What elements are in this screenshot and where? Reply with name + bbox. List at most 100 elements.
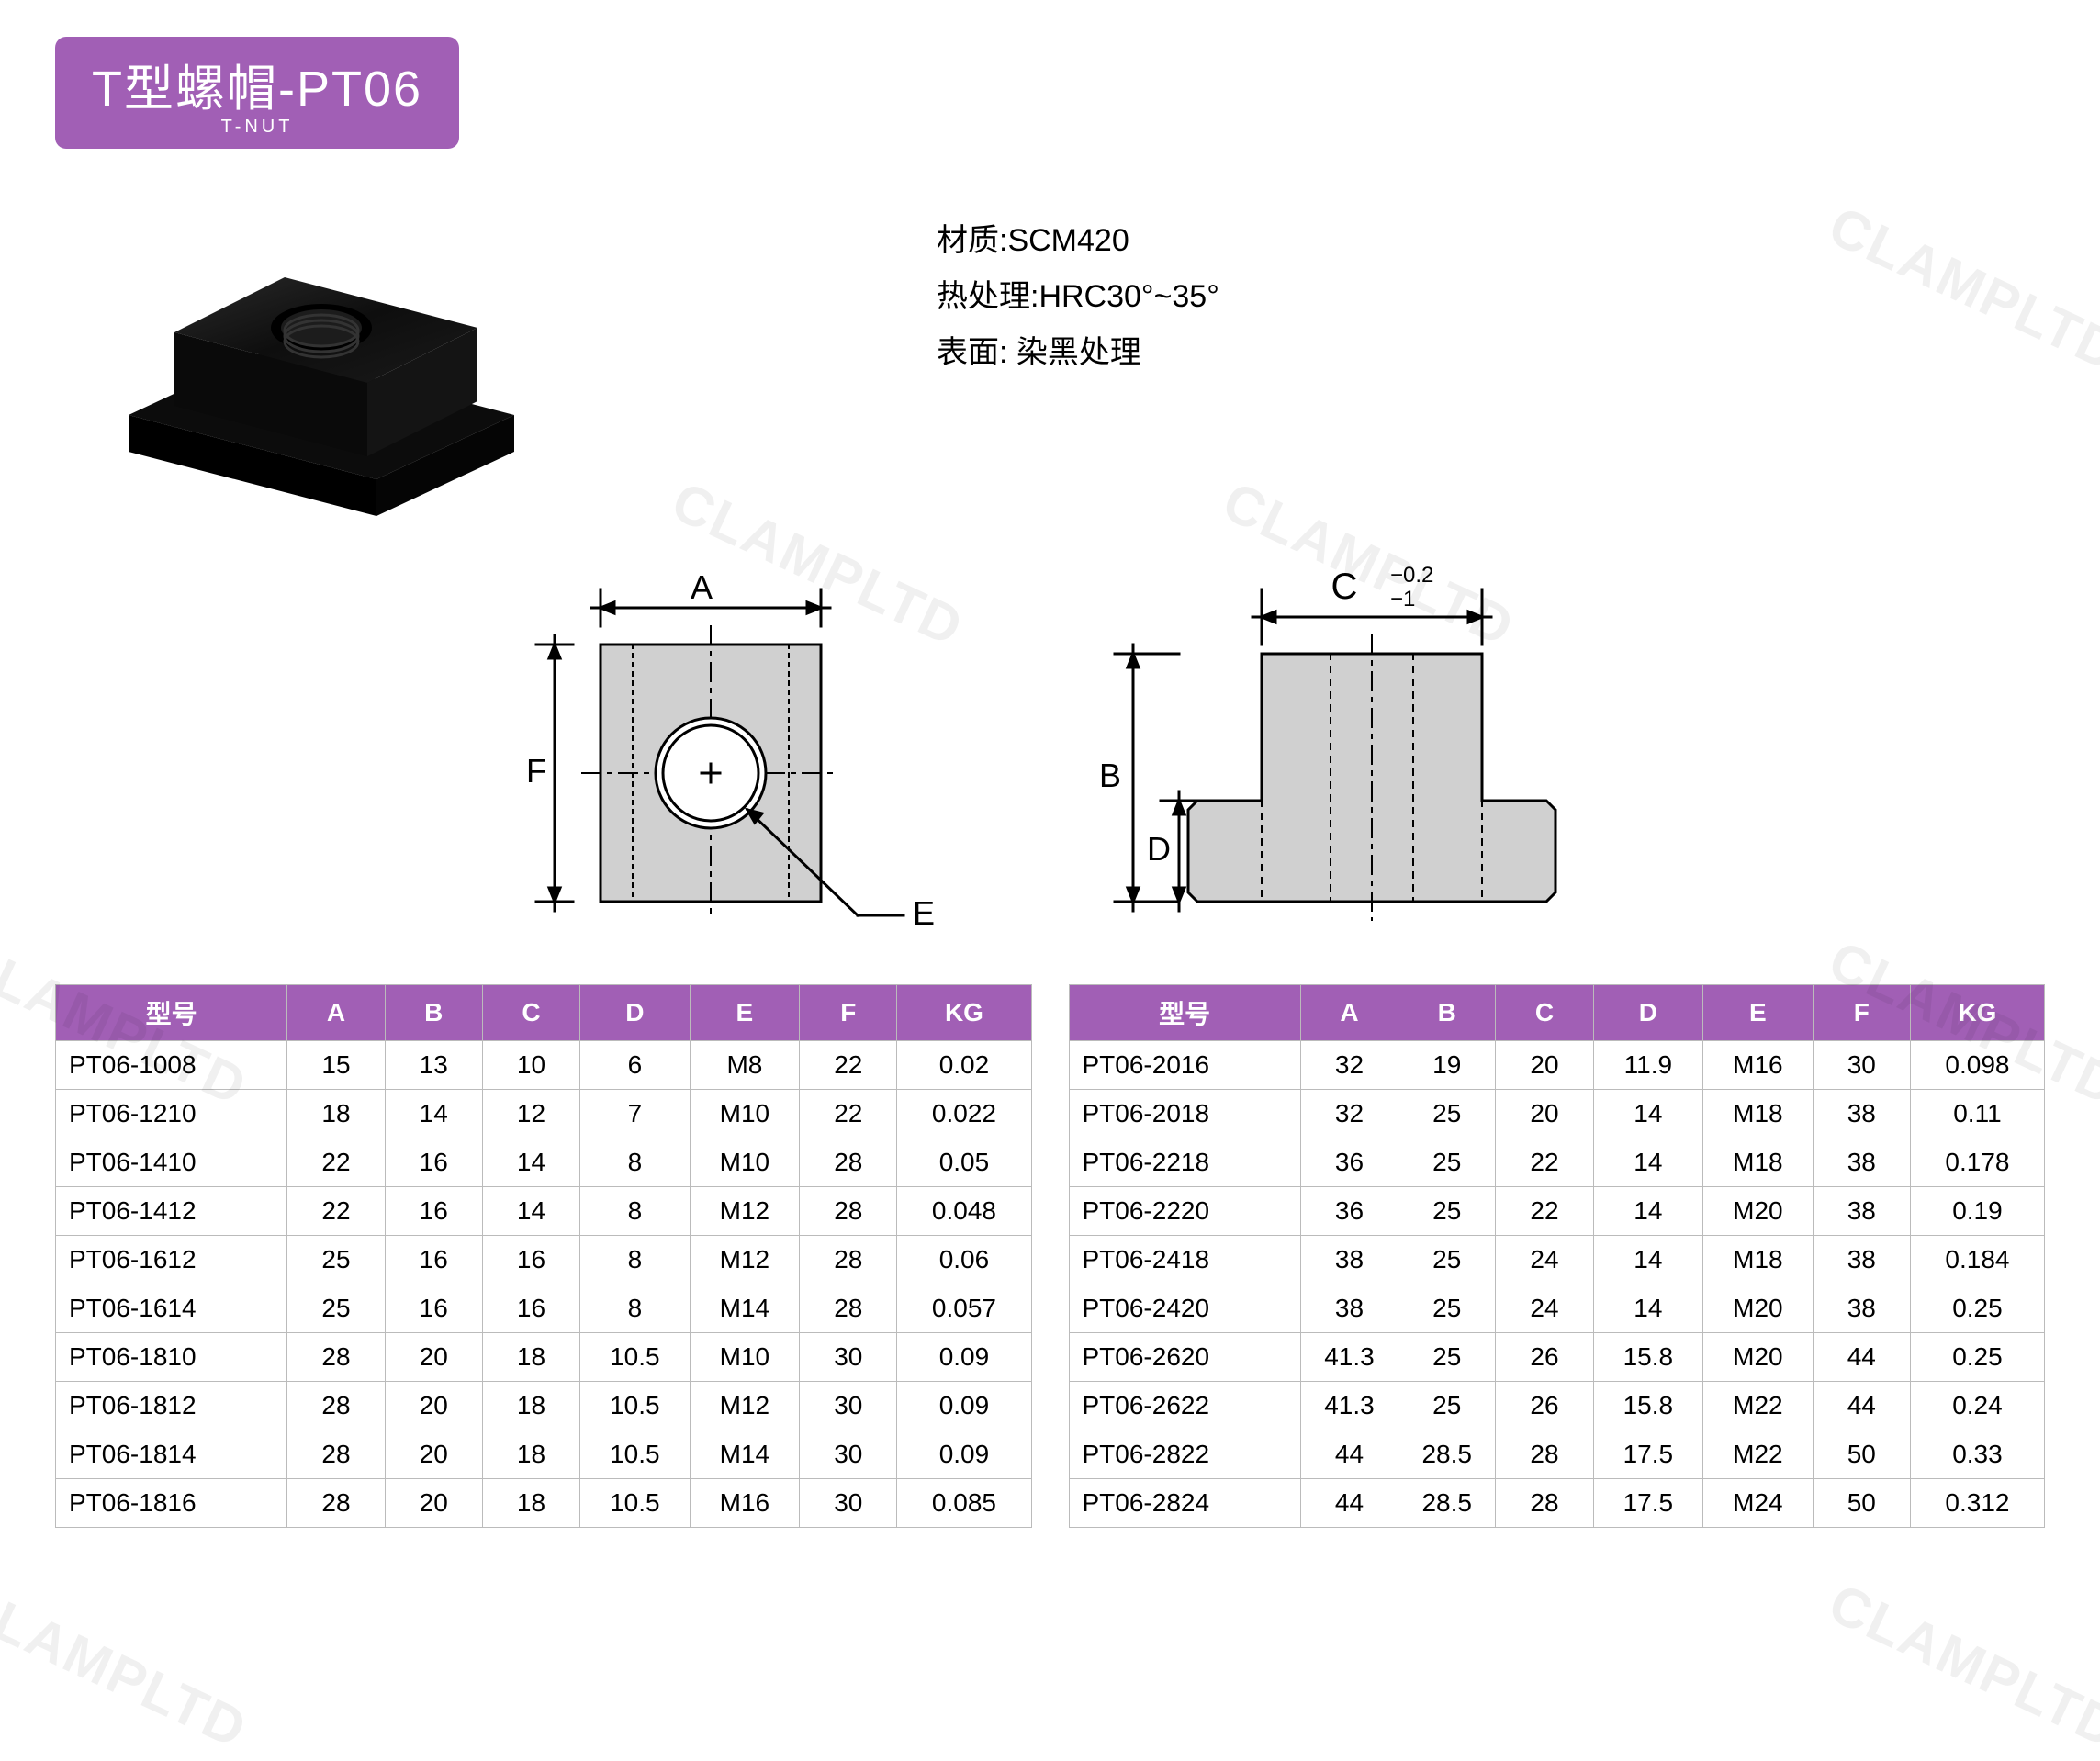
cell-value: M18 <box>1703 1138 1814 1187</box>
cell-value: 25 <box>1398 1138 1496 1187</box>
cell-value: M8 <box>690 1041 800 1090</box>
cell-value: 25 <box>1398 1187 1496 1236</box>
cell-model: PT06-2218 <box>1069 1138 1300 1187</box>
spec-text-block: 材质:SCM420 热处理:HRC30°~35° 表面: 染黑处理 <box>937 176 1219 525</box>
dim-label-E: E <box>913 894 935 932</box>
cell-value: 10.5 <box>580 1333 691 1382</box>
cell-value: M14 <box>690 1430 800 1479</box>
cell-value: 0.022 <box>897 1090 1031 1138</box>
cell-value: M18 <box>1703 1090 1814 1138</box>
cell-value: 14 <box>385 1090 482 1138</box>
cell-value: 25 <box>1398 1090 1496 1138</box>
cell-value: M20 <box>1703 1284 1814 1333</box>
spec-table-right: 型号ABCDEFKG PT06-201632192011.9M16300.098… <box>1069 984 2046 1528</box>
drawings-row: A F E <box>55 544 2045 948</box>
cell-value: 28 <box>1496 1430 1593 1479</box>
cell-value: 0.11 <box>1910 1090 2044 1138</box>
cell-value: M20 <box>1703 1333 1814 1382</box>
cell-value: M10 <box>690 1138 800 1187</box>
table-row: PT06-16122516168M12280.06 <box>56 1236 1032 1284</box>
cell-value: 50 <box>1813 1479 1910 1528</box>
cell-model: PT06-1816 <box>56 1479 287 1528</box>
cell-value: 14 <box>482 1187 579 1236</box>
cell-model: PT06-2220 <box>1069 1187 1300 1236</box>
cell-value: 28 <box>287 1479 385 1528</box>
cell-value: M12 <box>690 1236 800 1284</box>
cell-model: PT06-2824 <box>1069 1479 1300 1528</box>
spec-material-label: 材质: <box>937 223 1007 258</box>
watermark: CLAMPLTD <box>1819 1571 2100 1761</box>
table-row: PT06-242038252414M20380.25 <box>1069 1284 2045 1333</box>
cell-value: 13 <box>385 1041 482 1090</box>
table-row: PT06-28224428.52817.5M22500.33 <box>1069 1430 2045 1479</box>
cell-value: 0.098 <box>1910 1041 2044 1090</box>
cell-value: 10.5 <box>580 1479 691 1528</box>
cell-value: 15.8 <box>1593 1333 1703 1382</box>
cell-value: 30 <box>1813 1041 1910 1090</box>
col-header-B: B <box>1398 985 1496 1041</box>
cell-value: M22 <box>1703 1430 1814 1479</box>
cell-value: 38 <box>1300 1236 1398 1284</box>
cell-value: 14 <box>482 1138 579 1187</box>
cell-value: 17.5 <box>1593 1430 1703 1479</box>
col-header-D: D <box>580 985 691 1041</box>
cell-value: 44 <box>1813 1333 1910 1382</box>
cell-value: 26 <box>1496 1382 1593 1430</box>
cell-value: 10.5 <box>580 1382 691 1430</box>
cell-value: 20 <box>385 1333 482 1382</box>
table-row: PT06-16142516168M14280.057 <box>56 1284 1032 1333</box>
cell-value: 28 <box>287 1382 385 1430</box>
cell-value: M16 <box>690 1479 800 1528</box>
table-row: PT06-201632192011.9M16300.098 <box>1069 1041 2045 1090</box>
cell-model: PT06-1810 <box>56 1333 287 1382</box>
cell-model: PT06-1814 <box>56 1430 287 1479</box>
cell-value: 38 <box>1813 1284 1910 1333</box>
cell-value: 28 <box>800 1138 897 1187</box>
cell-value: 50 <box>1813 1430 1910 1479</box>
cell-model: PT06-2018 <box>1069 1090 1300 1138</box>
spec-heat-value: HRC30°~35° <box>1039 279 1218 314</box>
table-row: PT06-222036252214M20380.19 <box>1069 1187 2045 1236</box>
cell-value: 28 <box>1496 1479 1593 1528</box>
table-row: PT06-181628201810.5M16300.085 <box>56 1479 1032 1528</box>
col-header-KG: KG <box>897 985 1031 1041</box>
table-row: PT06-181228201810.5M12300.09 <box>56 1382 1032 1430</box>
cell-model: PT06-1612 <box>56 1236 287 1284</box>
cell-value: 12 <box>482 1090 579 1138</box>
cell-model: PT06-2420 <box>1069 1284 1300 1333</box>
cell-value: 0.085 <box>897 1479 1031 1528</box>
cell-value: 0.184 <box>1910 1236 2044 1284</box>
cell-value: 44 <box>1813 1382 1910 1430</box>
tables-row: 型号ABCDEFKG PT06-10081513106M8220.02PT06-… <box>55 984 2045 1528</box>
col-header-C: C <box>1496 985 1593 1041</box>
cell-value: 0.057 <box>897 1284 1031 1333</box>
table-row: PT06-201832252014M18380.11 <box>1069 1090 2045 1138</box>
cell-value: M22 <box>1703 1382 1814 1430</box>
cell-value: 25 <box>1398 1284 1496 1333</box>
cell-value: 0.312 <box>1910 1479 2044 1528</box>
cell-value: 24 <box>1496 1284 1593 1333</box>
cell-value: 18 <box>482 1430 579 1479</box>
cell-model: PT06-1812 <box>56 1382 287 1430</box>
spec-material: 材质:SCM420 <box>937 213 1219 269</box>
cell-value: 32 <box>1300 1041 1398 1090</box>
spec-heat-label: 热处理: <box>937 279 1039 314</box>
cell-value: 8 <box>580 1138 691 1187</box>
cell-value: 16 <box>482 1284 579 1333</box>
cell-value: 0.25 <box>1910 1333 2044 1382</box>
table-row: PT06-181428201810.5M14300.09 <box>56 1430 1032 1479</box>
cell-value: 38 <box>1300 1284 1398 1333</box>
col-header-型号: 型号 <box>56 985 287 1041</box>
cell-value: M18 <box>1703 1236 1814 1284</box>
dim-label-D: D <box>1147 830 1171 868</box>
cell-value: 14 <box>1593 1187 1703 1236</box>
spec-surface: 表面: 染黑处理 <box>937 325 1219 381</box>
spec-heat: 热处理:HRC30°~35° <box>937 269 1219 325</box>
cell-value: 25 <box>287 1284 385 1333</box>
spec-material-value: SCM420 <box>1007 223 1129 258</box>
cell-value: 28 <box>287 1430 385 1479</box>
cell-value: 38 <box>1813 1187 1910 1236</box>
table-row: PT06-221836252214M18380.178 <box>1069 1138 2045 1187</box>
table-right-wrap: 型号ABCDEFKG PT06-201632192011.9M16300.098… <box>1069 984 2046 1528</box>
cell-model: PT06-1412 <box>56 1187 287 1236</box>
